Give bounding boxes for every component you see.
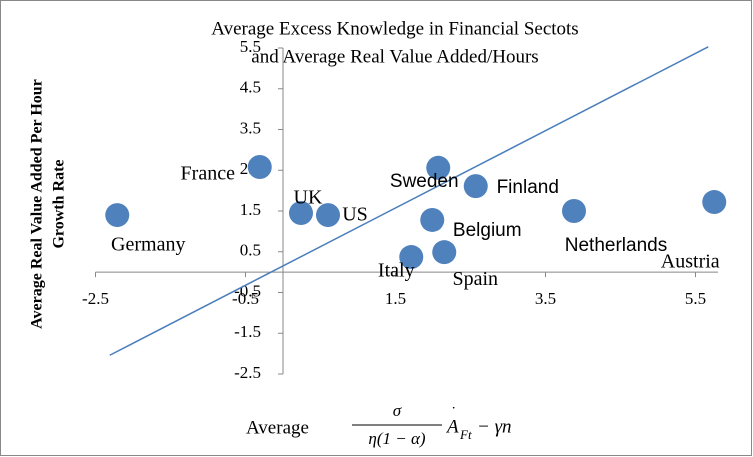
chart-title: Average Excess Knowledge in Financial Se… [211,18,578,39]
x-label-prefix: Average [246,417,309,438]
y-tick-label: -1.5 [234,322,261,341]
y-tick-label: 4.5 [240,78,261,97]
point [463,174,488,199]
x-label-tail: − γn [477,416,512,437]
x-tick-label: -2.5 [82,289,109,308]
x-tick-label: 3.5 [535,289,556,308]
point [105,203,130,228]
x-label-numerator: σ [393,401,402,420]
point [562,199,586,223]
chart-title: and Average Real Value Added/Hours [251,46,538,67]
x-axis-label: Average σ η(1 − α) A ˙ Ft − γn [246,401,512,448]
x-label-denominator: η(1 − α) [368,429,425,448]
x-label-base: A [445,416,459,437]
x-tick-label: 5.5 [685,289,706,308]
y-tick-label: -2.5 [234,363,261,382]
point-label: Sweden [390,171,459,192]
y-tick-label: 1.5 [240,200,261,219]
point [420,207,445,232]
point [399,245,424,270]
y-tick-label: 0.5 [240,241,261,260]
x-label-dot: ˙ [451,405,456,422]
point-label: UK [294,187,323,209]
point-label: Belgium [453,220,522,241]
y-axis-label: Average Real Value Added Per Hour Growth… [29,79,68,329]
point-label: France [181,163,236,185]
point [432,240,457,265]
y-axis-label-line: Average Real Value Added Per Hour [29,79,46,329]
y-tick-label: -0.5 [234,281,261,300]
point [247,154,272,179]
point-label: US [342,204,368,226]
point [426,155,451,180]
point-label: Netherlands [565,235,667,256]
point-label: Germany [111,234,185,256]
point-label: Italy [378,260,415,282]
point-label: Spain [452,268,498,290]
y-tick-label: 5.5 [240,37,261,56]
x-label-sub: Ft [459,427,472,442]
y-tick-label: 3.5 [240,118,261,137]
point-label: Finland [497,177,559,198]
x-tick-label: 1.5 [385,289,406,308]
point-label: Austria [661,251,720,273]
point [316,203,340,228]
x-tick-label: -0.5 [232,289,259,308]
trendline [109,46,709,356]
y-axis-label-line: Growth Rate [51,159,68,248]
point [289,201,313,226]
point [702,190,727,215]
